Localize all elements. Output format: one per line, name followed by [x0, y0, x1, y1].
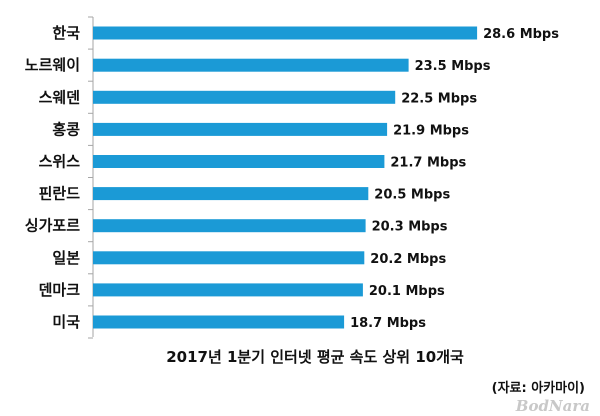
category-label: 싱가포르: [25, 217, 80, 235]
bar: [93, 122, 388, 136]
data-label: 20.3 Mbps: [372, 220, 448, 235]
category-label: 홍콩: [52, 120, 80, 138]
bar: [93, 58, 409, 72]
data-label: 20.1 Mbps: [369, 284, 445, 299]
axis-layer: [88, 16, 94, 339]
bar: [93, 315, 345, 329]
label-layer: 한국 28.6 Mbps 노르웨이 23.5 Mbps 스웨덴 22.5 Mbps 홍콩 21…: [25, 24, 559, 331]
category-label: 한국: [52, 24, 80, 42]
data-label: 20.2 Mbps: [370, 252, 446, 267]
bar: [93, 251, 365, 265]
data-label: 20.5 Mbps: [374, 188, 450, 203]
bar: [93, 155, 385, 168]
category-label: 스웨덴: [39, 88, 80, 106]
data-label: 28.6 Mbps: [483, 27, 559, 42]
data-label: 23.5 Mbps: [415, 59, 491, 74]
category-label: 스위스: [39, 153, 81, 171]
chart-title: 2017년 1분기 인터넷 평균 속도 상위 10개국: [166, 348, 464, 366]
source-note: (자료: 아카마이): [492, 380, 585, 396]
data-label: 21.7 Mbps: [390, 156, 466, 171]
bar: [93, 283, 363, 297]
data-label: 22.5 Mbps: [401, 91, 477, 106]
bar-layer: [93, 26, 478, 329]
watermark-logo: BodNara: [515, 397, 590, 415]
category-label: 미국: [52, 313, 80, 331]
data-label: 21.9 Mbps: [393, 123, 469, 138]
data-label: 18.7 Mbps: [350, 316, 426, 331]
category-label: 노르웨이: [25, 56, 80, 74]
bar: [93, 219, 366, 233]
bar: [93, 90, 396, 104]
category-label: 덴마크: [39, 281, 81, 299]
category-label: 일본: [52, 249, 80, 267]
bar: [93, 26, 478, 40]
bar: [93, 187, 369, 201]
category-label: 핀란드: [39, 185, 81, 203]
